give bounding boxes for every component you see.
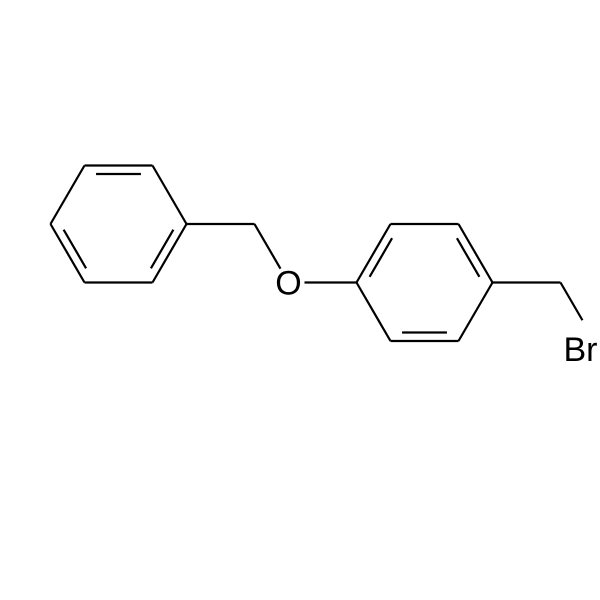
bond [153,166,187,225]
bond [64,230,86,269]
bond [51,166,85,225]
bond [151,230,173,269]
bond [459,283,493,342]
bond [255,224,281,269]
bond [370,238,392,277]
bond [153,224,187,283]
bond [459,224,493,283]
bond [51,224,85,283]
bond [457,238,479,277]
bond [357,283,391,342]
atom-label-br: Br [564,331,598,369]
atom-label-o: O [275,265,301,303]
molecule-diagram: O Br [0,0,600,600]
bond [357,224,391,283]
bond [561,283,583,321]
